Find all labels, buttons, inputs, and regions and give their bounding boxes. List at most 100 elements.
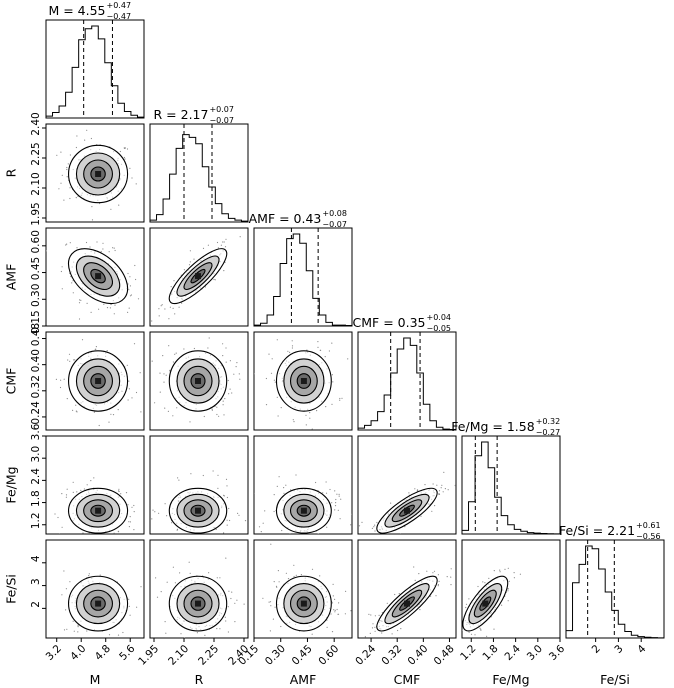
scatter-panel-m-vs-cmf [45, 331, 145, 431]
sample-point [311, 568, 314, 570]
sample-point [57, 516, 59, 519]
x-tick-label: 0.45 [290, 643, 315, 668]
sample-point [98, 308, 100, 310]
sample-point [442, 491, 444, 493]
sample-point [164, 407, 166, 409]
density-peak [300, 600, 307, 607]
sample-point [170, 286, 172, 288]
sample-point [283, 492, 285, 494]
sample-point [58, 188, 60, 190]
sample-point [133, 511, 135, 513]
sample-point [287, 350, 289, 352]
sample-point [347, 358, 349, 360]
y-tick-label: 0.48 [30, 323, 42, 346]
sample-point [89, 246, 91, 248]
sample-point [71, 282, 73, 284]
sample-point [171, 643, 172, 644]
sample-point [222, 343, 224, 345]
panel-title-err-plus: +0.32 [536, 417, 561, 426]
sample-point [207, 347, 209, 349]
sample-point [271, 358, 273, 360]
sample-point [459, 618, 460, 619]
sample-point [435, 595, 437, 597]
sample-point [59, 386, 62, 389]
density-peak [404, 507, 410, 514]
panel-frame [565, 539, 665, 639]
sample-point [219, 628, 221, 630]
sample-point [270, 372, 273, 374]
sample-point [419, 609, 421, 611]
sample-point [333, 609, 335, 611]
sample-point [133, 343, 136, 345]
sample-point [166, 581, 168, 583]
sample-point [265, 377, 267, 380]
sample-point [234, 602, 236, 604]
panel-frame [253, 227, 353, 327]
sample-point [66, 168, 68, 171]
sample-point [225, 238, 227, 240]
sample-point [168, 345, 170, 347]
sample-point [216, 413, 218, 416]
sample-point [168, 318, 170, 320]
scatter-panel-m-vs-r [45, 123, 145, 223]
sample-point [84, 139, 86, 141]
sample-point [55, 378, 58, 380]
sample-point [338, 495, 340, 497]
sample-point [331, 374, 333, 376]
sample-point [79, 639, 80, 640]
sample-point [225, 620, 227, 622]
sample-point [237, 512, 239, 515]
sample-point [65, 244, 67, 246]
sample-point [203, 415, 205, 418]
sample-point [417, 489, 419, 492]
sample-point [315, 481, 317, 484]
sample-point [204, 634, 206, 637]
sample-point [140, 411, 142, 413]
histogram-step [357, 337, 457, 431]
sample-point [264, 510, 266, 512]
sample-point [63, 378, 65, 380]
sample-point [75, 410, 77, 412]
y-axis-label: R [4, 168, 19, 177]
sample-point [507, 567, 509, 569]
density-peak [404, 600, 410, 607]
sample-point [135, 183, 137, 185]
sample-point [127, 504, 129, 506]
sample-point [504, 568, 506, 571]
sample-point [86, 630, 88, 632]
sample-point [223, 532, 225, 534]
hist-panel-amf: AMF = 0.43 +0.08 −0.07 [249, 209, 353, 327]
sample-point [156, 596, 159, 598]
sample-point [189, 572, 191, 574]
sample-point [175, 352, 177, 354]
sample-point [464, 643, 465, 644]
sample-point [188, 264, 191, 266]
sample-point [223, 270, 225, 272]
sample-point [226, 519, 228, 521]
histogram-step [565, 545, 665, 639]
sample-point [99, 574, 101, 576]
sample-point [90, 137, 92, 140]
sample-point [331, 342, 333, 344]
panel-title-err-minus: −0.07 [209, 116, 234, 125]
sample-point [172, 307, 174, 309]
sample-point [228, 393, 230, 395]
sample-point [394, 593, 396, 596]
sample-point [338, 493, 340, 495]
sample-point [337, 613, 340, 615]
sample-point [164, 503, 166, 505]
sample-point [60, 379, 62, 381]
sample-point [81, 339, 84, 341]
scatter-panel-m-vs-fe-si [45, 539, 145, 640]
sample-point [431, 510, 433, 512]
sample-point [76, 247, 78, 249]
sample-point [177, 477, 179, 479]
sample-point [164, 308, 166, 310]
sample-point [454, 484, 456, 487]
sample-point [277, 415, 279, 417]
sample-point [414, 488, 416, 490]
sample-point [128, 307, 130, 309]
sample-point [86, 302, 88, 304]
x-tick-label: 2.25 [196, 643, 221, 668]
sample-point [167, 410, 169, 412]
